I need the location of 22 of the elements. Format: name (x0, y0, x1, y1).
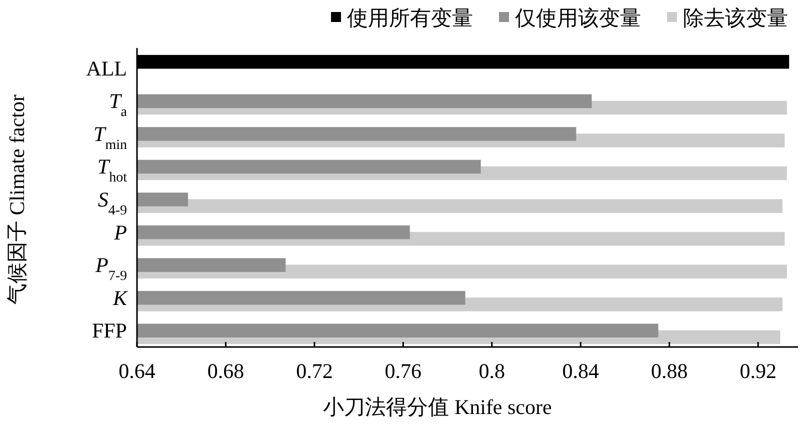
y-tick-label: T$_{hot}$ (97, 154, 128, 186)
y-axis-title: 气候因子 Climate factor (5, 94, 29, 304)
x-tick-label: 0.72 (296, 359, 333, 383)
y-tick-label: ALL (86, 56, 127, 80)
legend-label: 使用所有变量 (347, 6, 473, 30)
x-tick-label: 0.84 (562, 359, 600, 383)
x-tick-label: 0.76 (384, 359, 422, 383)
y-tick-label: FFP (92, 318, 127, 343)
x-tick-label: 0.68 (207, 359, 244, 383)
x-axis-title: 小刀法得分值 Knife score (323, 395, 552, 419)
y-tick-label: T$_{a}$ (109, 89, 128, 120)
y-tick-label: P$_{7-9}$ (94, 253, 127, 284)
legend-label: 仅使用该变量 (515, 6, 641, 30)
legend-label: 除去该变量 (683, 6, 788, 30)
x-tick-label: 0.64 (118, 359, 156, 383)
y-tick-label: K (112, 286, 128, 310)
y-tick-label: S$_{4-9}$ (98, 188, 127, 218)
y-tick-label: T$_{min}$ (94, 122, 127, 152)
x-tick-label: 0.88 (650, 359, 688, 383)
x-tick-label: 0.8 (478, 359, 506, 383)
y-tick-label: P (113, 220, 128, 244)
x-tick-label: 0.92 (740, 359, 776, 383)
